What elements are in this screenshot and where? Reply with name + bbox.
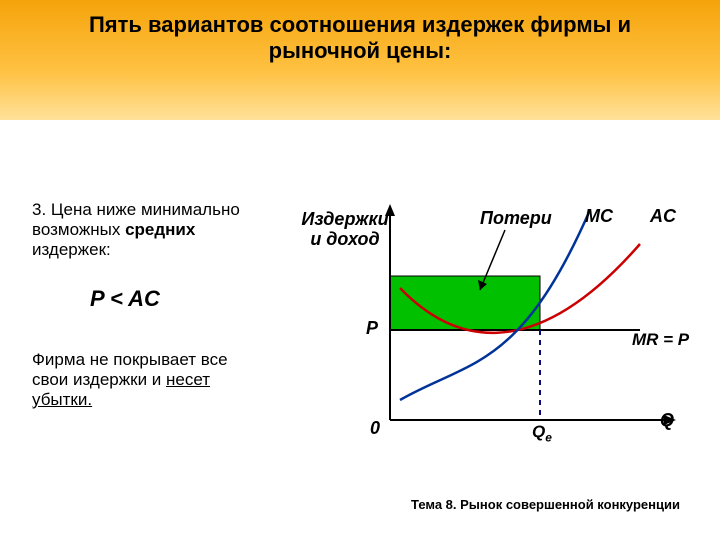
body-l3u: убытки. bbox=[32, 390, 92, 409]
loss-rect bbox=[390, 276, 540, 330]
losses-label: Потери bbox=[480, 208, 552, 229]
body-l2u: несет bbox=[166, 370, 210, 389]
section-line2a: возможных bbox=[32, 220, 125, 239]
p-label: P bbox=[366, 318, 378, 339]
slide-title: Пять вариантов соотношения издержек фирм… bbox=[50, 12, 670, 64]
cost-chart: Издержкии доход Потери MC AC P MR = P 0 … bbox=[310, 200, 700, 460]
section-line3: издержек: bbox=[32, 240, 111, 259]
section-num: 3. bbox=[32, 200, 46, 219]
title-banner: Пять вариантов соотношения издержек фирм… bbox=[0, 0, 720, 120]
body-text: Фирма не покрывает все свои издержки и н… bbox=[32, 350, 292, 410]
origin-label: 0 bbox=[370, 418, 380, 439]
qe-label: Qe bbox=[532, 422, 552, 444]
section-line2b: средних bbox=[125, 220, 195, 239]
body-l1: Фирма не покрывает все bbox=[32, 350, 228, 369]
section-heading: 3. Цена ниже минимально возможных средни… bbox=[32, 200, 282, 260]
q-label: Q bbox=[660, 410, 674, 431]
mr-label: MR = P bbox=[632, 330, 689, 350]
slide: { "title": "Пять вариантов соотношения и… bbox=[0, 0, 720, 540]
section-line1: Цена ниже минимально bbox=[51, 200, 240, 219]
y-axis-label: Издержкии доход bbox=[300, 210, 390, 250]
y-axis-label-text: Издержкии доход bbox=[301, 209, 388, 249]
mc-label: MC bbox=[585, 206, 613, 227]
formula: P < AC bbox=[90, 286, 160, 312]
body-l2: свои издержки и bbox=[32, 370, 166, 389]
footer-text: Тема 8. Рынок совершенной конкуренции bbox=[411, 497, 680, 512]
ac-label: AC bbox=[650, 206, 676, 227]
